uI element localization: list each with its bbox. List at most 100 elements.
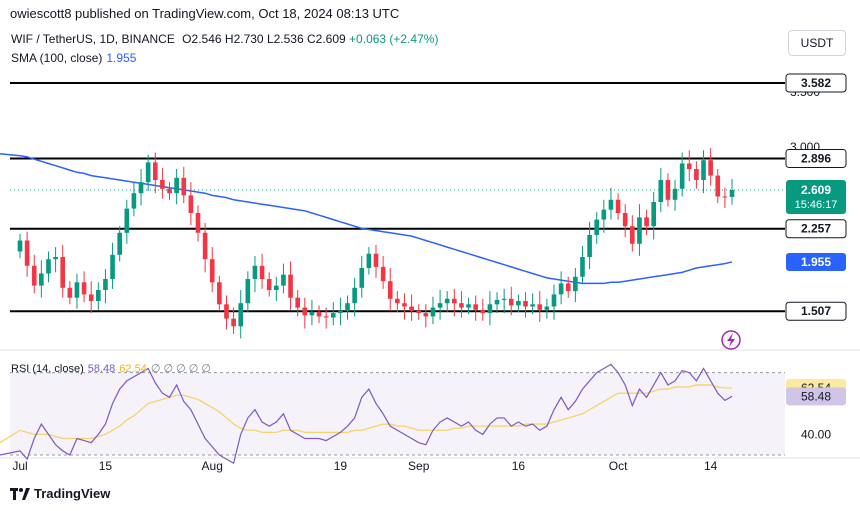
candle [110, 242, 115, 289]
candle-body [452, 298, 457, 304]
candle [608, 187, 614, 220]
rsi-axis-label: 58.48 [786, 387, 846, 406]
candle [281, 263, 286, 294]
candle-body [131, 193, 137, 209]
candle-body [67, 287, 73, 298]
candle-body [516, 301, 521, 306]
candle-body [615, 199, 621, 213]
level-label-box [785, 148, 847, 168]
candle [466, 297, 471, 315]
candle-body [167, 188, 172, 194]
candle [630, 215, 635, 252]
candle-body [302, 307, 308, 316]
candle-body [694, 169, 699, 180]
currency-button[interactable]: USDT [788, 30, 846, 56]
candle [174, 169, 179, 205]
candle [217, 275, 222, 311]
candle [202, 222, 208, 273]
candle-body [580, 257, 585, 277]
candle-body [330, 313, 336, 318]
candle [380, 255, 386, 289]
candle [452, 288, 457, 317]
candle-body [252, 265, 258, 279]
candle-body [644, 217, 649, 227]
candle [302, 297, 308, 329]
tradingview-logo-icon [10, 487, 30, 500]
candle [501, 288, 507, 314]
current-price-label: 2.609 15:46:17 [786, 180, 846, 215]
low-label: L [266, 32, 274, 46]
candle [31, 254, 37, 294]
candle [88, 281, 94, 314]
candle [259, 253, 265, 289]
rsi-ma-legend-value: 62.54 [119, 363, 147, 375]
candle [651, 192, 656, 240]
candle [295, 290, 300, 317]
candle-body [160, 180, 165, 189]
time-axis-tick: 16 [512, 459, 526, 473]
candle-body [594, 219, 600, 235]
candle [573, 268, 578, 303]
candle-body [651, 202, 656, 227]
candle-body [387, 281, 393, 299]
candle [722, 187, 728, 208]
candle [601, 199, 607, 233]
candle [74, 273, 80, 309]
candle-body [323, 316, 329, 318]
candle-body [259, 265, 265, 279]
candle-body [145, 162, 151, 183]
candle-body [601, 209, 607, 220]
candle-body [508, 298, 514, 306]
candle [444, 291, 450, 312]
level-label-box [785, 219, 847, 239]
candle [209, 247, 215, 293]
lightning-icon[interactable] [721, 330, 741, 350]
sma-label-text: 1.955 [801, 255, 831, 269]
rsi-label: RSI (14, close) [11, 363, 84, 375]
candle [694, 161, 699, 189]
candle [409, 294, 414, 321]
candle-body [46, 259, 51, 274]
candle [60, 244, 66, 298]
candle-body [181, 177, 187, 196]
candle-body [316, 312, 322, 317]
candle [615, 193, 621, 220]
candle-body [238, 303, 244, 327]
candle [523, 292, 528, 318]
candle [494, 292, 500, 314]
candle-body [138, 182, 144, 194]
candle-body [245, 279, 251, 304]
candle [437, 290, 443, 320]
candle [708, 148, 713, 186]
candle [658, 167, 664, 212]
candle-body [174, 177, 179, 194]
time-axis-tick: 19 [334, 459, 348, 473]
brand-name: TradingView [34, 486, 111, 501]
symbol-title: WIF / TetherUS, 1D, BINANCE [11, 32, 175, 46]
sma-label-box [786, 252, 846, 271]
candle [309, 299, 315, 326]
candle-body [274, 285, 279, 290]
candle [124, 199, 130, 244]
candle-body [224, 304, 229, 319]
candle [53, 247, 58, 273]
tradingview-logo[interactable]: TradingView [10, 486, 110, 501]
candle-body [24, 240, 30, 266]
countdown-text: 15:46:17 [795, 199, 838, 211]
candle-body [53, 257, 58, 260]
rsi-line [0, 363, 733, 465]
candle [516, 294, 521, 312]
candle [131, 182, 137, 217]
candle [274, 276, 279, 301]
candle-body [345, 303, 350, 311]
time-axis-tick: Jul [12, 459, 27, 473]
candle-body [209, 259, 215, 283]
candle [323, 307, 329, 329]
candle-body [530, 304, 535, 307]
candle [395, 291, 400, 312]
candle [508, 286, 514, 316]
candle-body [672, 188, 678, 200]
candle-body [637, 217, 642, 244]
candle-body [409, 306, 414, 311]
